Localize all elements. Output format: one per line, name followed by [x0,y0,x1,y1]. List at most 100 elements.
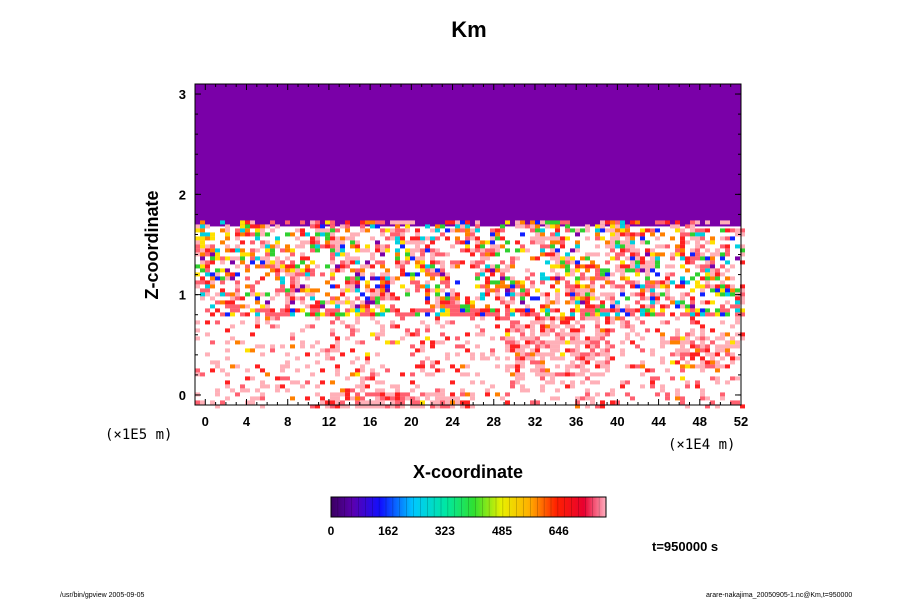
field-cell [600,224,605,229]
field-cell [425,300,430,305]
field-cell [690,328,695,333]
field-cell [625,312,630,317]
field-cell [310,220,315,225]
field-cell [680,248,685,253]
field-cell [695,284,700,289]
field-cell [300,256,305,261]
field-cell [520,344,525,349]
field-cell [550,240,555,245]
field-cell [535,336,540,341]
field-cell [715,288,720,293]
field-cell [250,256,255,261]
field-cell [700,360,705,365]
field-cell [225,272,230,277]
field-cell [605,332,610,337]
field-cell [545,252,550,257]
field-cell [640,372,645,377]
field-cell [470,248,475,253]
x-tick-label: 52 [734,414,748,429]
colorbar-tick-label: 0 [328,524,335,538]
field-cell [550,340,555,345]
field-cell [690,256,695,261]
field-cell [575,344,580,349]
field-cell [415,228,420,233]
field-cell [465,240,470,245]
field-cell [195,228,200,233]
field-cell [645,260,650,265]
field-cell [300,268,305,273]
field-cell [615,268,620,273]
field-cell [255,232,260,237]
field-cell [430,248,435,253]
field-cell [525,288,530,293]
field-cell [725,340,730,345]
field-cell [675,392,680,397]
field-cell [395,308,400,313]
field-cell [495,316,500,321]
field-cell [370,392,375,397]
field-cell [705,284,710,289]
field-cell [595,232,600,237]
field-cell [365,352,370,357]
field-cell [280,264,285,269]
field-cell [700,232,705,237]
field-cell [220,292,225,297]
field-cell [680,232,685,237]
field-cell [730,400,735,405]
field-cell [545,244,550,249]
field-cell [555,324,560,329]
field-cell [295,272,300,277]
field-cell [490,384,495,389]
field-cell [205,288,210,293]
field-cell [425,308,430,313]
field-cell [505,340,510,345]
field-cell [435,392,440,397]
field-cell [480,328,485,333]
field-cell [420,260,425,265]
field-cell [735,376,740,381]
field-cell [575,320,580,325]
field-cell [225,236,230,241]
field-cell [350,324,355,329]
field-cell [620,248,625,253]
field-cell [475,296,480,301]
field-cell [450,260,455,265]
field-cell [235,256,240,261]
field-cell [650,288,655,293]
field-cell [365,404,370,409]
field-cell [615,316,620,321]
field-cell [210,232,215,237]
field-cell [515,372,520,377]
field-cell [705,404,710,409]
field-cell [440,276,445,281]
field-cell [515,280,520,285]
field-cell [245,220,250,225]
field-cell [725,276,730,281]
field-cell [615,224,620,229]
field-cell [550,372,555,377]
field-cell [695,252,700,257]
field-cell [460,220,465,225]
field-cell [580,272,585,277]
field-cell [540,244,545,249]
field-cell [230,272,235,277]
field-cell [195,240,200,245]
field-cell [555,300,560,305]
field-cell [240,340,245,345]
field-cell [480,380,485,385]
field-cell [620,224,625,229]
field-cell [640,284,645,289]
field-cell [315,312,320,317]
field-cell [310,296,315,301]
field-cell [220,228,225,233]
field-cell [680,236,685,241]
field-cell [615,232,620,237]
field-cell [730,228,735,233]
field-cell [535,360,540,365]
field-cell [650,264,655,269]
field-cell [525,224,530,229]
field-cell [195,400,200,405]
field-cell [215,404,220,409]
field-cell [715,364,720,369]
colorbar-tick-label: 162 [378,524,398,538]
